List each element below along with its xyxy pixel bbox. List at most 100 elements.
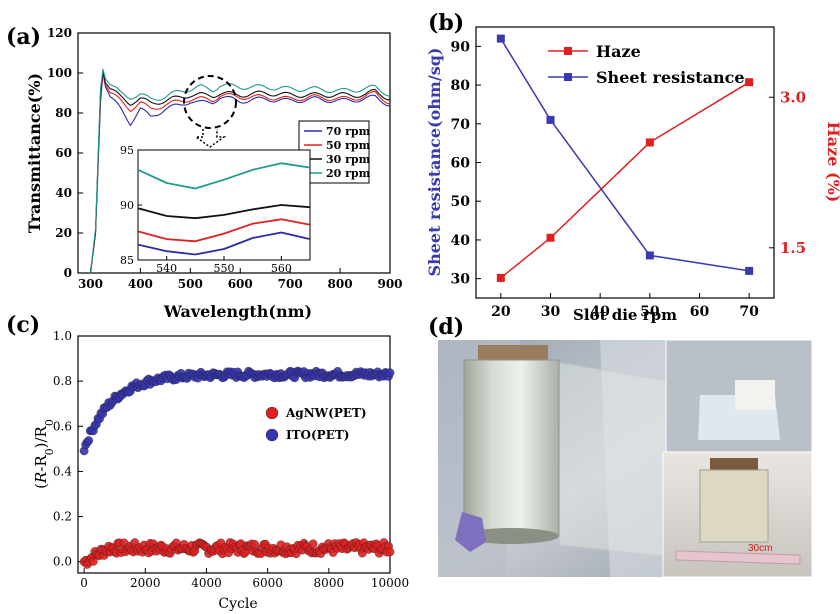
y-tick-label: 70	[451, 117, 471, 133]
y-tick-label: 60	[55, 146, 72, 160]
x-tick-label: 300	[78, 277, 103, 291]
data-marker	[645, 251, 654, 260]
chart-a-xlabel: Wavelength(nm)	[163, 302, 312, 321]
data-point	[308, 539, 318, 549]
y-tick-label: 0.2	[53, 510, 72, 524]
y-tick-label: 0.6	[53, 419, 72, 433]
panel-label-a: (a)	[6, 24, 41, 50]
data-marker	[546, 115, 555, 124]
x-tick-label: 0	[80, 576, 88, 590]
chart-b-legend: Haze Sheet resistance	[548, 42, 745, 87]
x-tick-label: 900	[377, 277, 402, 291]
x-tick-label: 40	[590, 304, 610, 320]
data-marker	[496, 273, 505, 282]
series-line-Haze	[500, 81, 750, 279]
panel-label-c: (c)	[6, 312, 40, 338]
x-tick-label: 400	[128, 277, 153, 291]
legend-label: 20 rpm	[326, 167, 371, 180]
film-roll	[463, 359, 560, 536]
data-marker	[546, 233, 555, 242]
x-tick-label: 70	[739, 304, 759, 320]
legend-label: AgNW(PET)	[285, 406, 367, 420]
y-tick-label: 0.4	[53, 464, 72, 478]
legend-label: Sheet resistance	[596, 68, 745, 87]
x-tick-label: 8000	[314, 576, 345, 590]
inset-series-line	[137, 162, 311, 190]
chart-c-ticks: 0 2000 4000 6000 8000 10000 0.0 0.2 0.4 0.6 0.8 1.0	[53, 329, 409, 590]
chart-c-frame	[77, 335, 391, 574]
y-tick-label: 1.0	[53, 329, 72, 343]
chart-a-inset: 540 550 560 85 90 95	[120, 144, 311, 275]
y-tick-label: 90	[451, 39, 471, 55]
y2-tick-label: 3.0	[780, 88, 806, 106]
y-tick-label: 80	[55, 106, 72, 120]
x-tick-label: 50	[640, 304, 660, 320]
y2-tick-label: 1.5	[780, 239, 806, 257]
chart-a-ylabel: Transmittance(%)	[25, 73, 44, 233]
y-tick-label: 0.0	[53, 555, 72, 569]
zoom-region-marker	[183, 75, 237, 129]
y-tick-label: 0	[64, 266, 72, 280]
chart-b: 20 30 40 50 60 70 30 40 50 60 70 80 90 1.5 3.0 Haze She…	[425, 26, 840, 324]
y-tick-label: 20	[55, 226, 72, 240]
glove	[455, 512, 486, 552]
data-marker	[745, 78, 754, 87]
x-tick-label: 600	[228, 277, 253, 291]
data-marker	[645, 138, 654, 147]
panel-label-b: (b)	[428, 10, 464, 36]
series-line-Sheet-resistance	[500, 38, 750, 272]
inset-y-tick-label: 85	[120, 254, 134, 267]
chart-c-xlabel: Cycle	[218, 596, 257, 612]
chart-c: 0 2000 4000 6000 8000 10000 0.0 0.2 0.4 0.6 0.8 1.0…	[32, 329, 409, 612]
y-tick-label: 40	[451, 233, 471, 249]
legend-marker	[265, 428, 279, 442]
panel-label-d: (d)	[428, 314, 464, 340]
x-tick-label: 20	[491, 304, 511, 320]
x-tick-label: 2000	[130, 576, 161, 590]
chart-b-ylabel: Sheet resistance(ohm/sq)	[425, 48, 444, 277]
chart-a: 300 400 500 600 700 800 900 0 20 40 60 80 100 120 Wav…	[25, 26, 403, 321]
legend-label: ITO(PET)	[286, 428, 349, 442]
inset-y-tick-label: 90	[120, 199, 134, 212]
inset-y-tick-label: 95	[120, 144, 134, 157]
inset-x-tick-label: 550	[214, 262, 235, 275]
chart-b-xlabel: Slot die rpm	[573, 306, 677, 324]
ruler	[675, 550, 801, 565]
x-tick-label: 30	[541, 304, 561, 320]
x-tick-label: 500	[178, 277, 203, 291]
legend-label: 30 rpm	[326, 153, 371, 166]
x-tick-label: 4000	[191, 576, 222, 590]
data-point	[385, 368, 395, 378]
x-tick-label: 800	[328, 277, 353, 291]
chart-a-ticks: 300 400 500 600 700 800 900 0 20 40 60 80 100 120	[47, 26, 403, 291]
x-tick-label: 10000	[371, 576, 409, 590]
legend-marker	[265, 406, 279, 420]
chart-c-series	[79, 366, 395, 569]
y-tick-label: 120	[47, 26, 72, 40]
data-marker	[496, 34, 505, 43]
legend-label: 70 rpm	[326, 125, 371, 138]
y-tick-label: 40	[55, 186, 72, 200]
zoom-arrow-icon	[193, 129, 227, 148]
chart-c-legend: AgNW(PET) ITO(PET)	[265, 406, 367, 442]
legend-label: 50 rpm	[326, 139, 371, 152]
y-tick-label: 0.8	[53, 374, 72, 388]
y-tick-label: 60	[451, 156, 471, 172]
y-tick-label: 100	[47, 66, 72, 80]
x-tick-label: 700	[278, 277, 303, 291]
chart-b-series	[496, 34, 754, 282]
y-tick-label: 80	[451, 78, 471, 94]
data-point	[385, 547, 395, 557]
inset-x-tick-label: 540	[156, 262, 177, 275]
legend-marker	[564, 73, 572, 81]
x-tick-label: 60	[690, 304, 710, 320]
data-marker	[745, 266, 754, 275]
scale-label: 30cm	[748, 543, 772, 554]
inset-x-tick-label: 560	[271, 262, 292, 275]
x-tick-label: 6000	[252, 576, 283, 590]
inset-series-line	[137, 231, 311, 256]
y-tick-label: 50	[451, 194, 471, 210]
data-point	[84, 436, 94, 445]
